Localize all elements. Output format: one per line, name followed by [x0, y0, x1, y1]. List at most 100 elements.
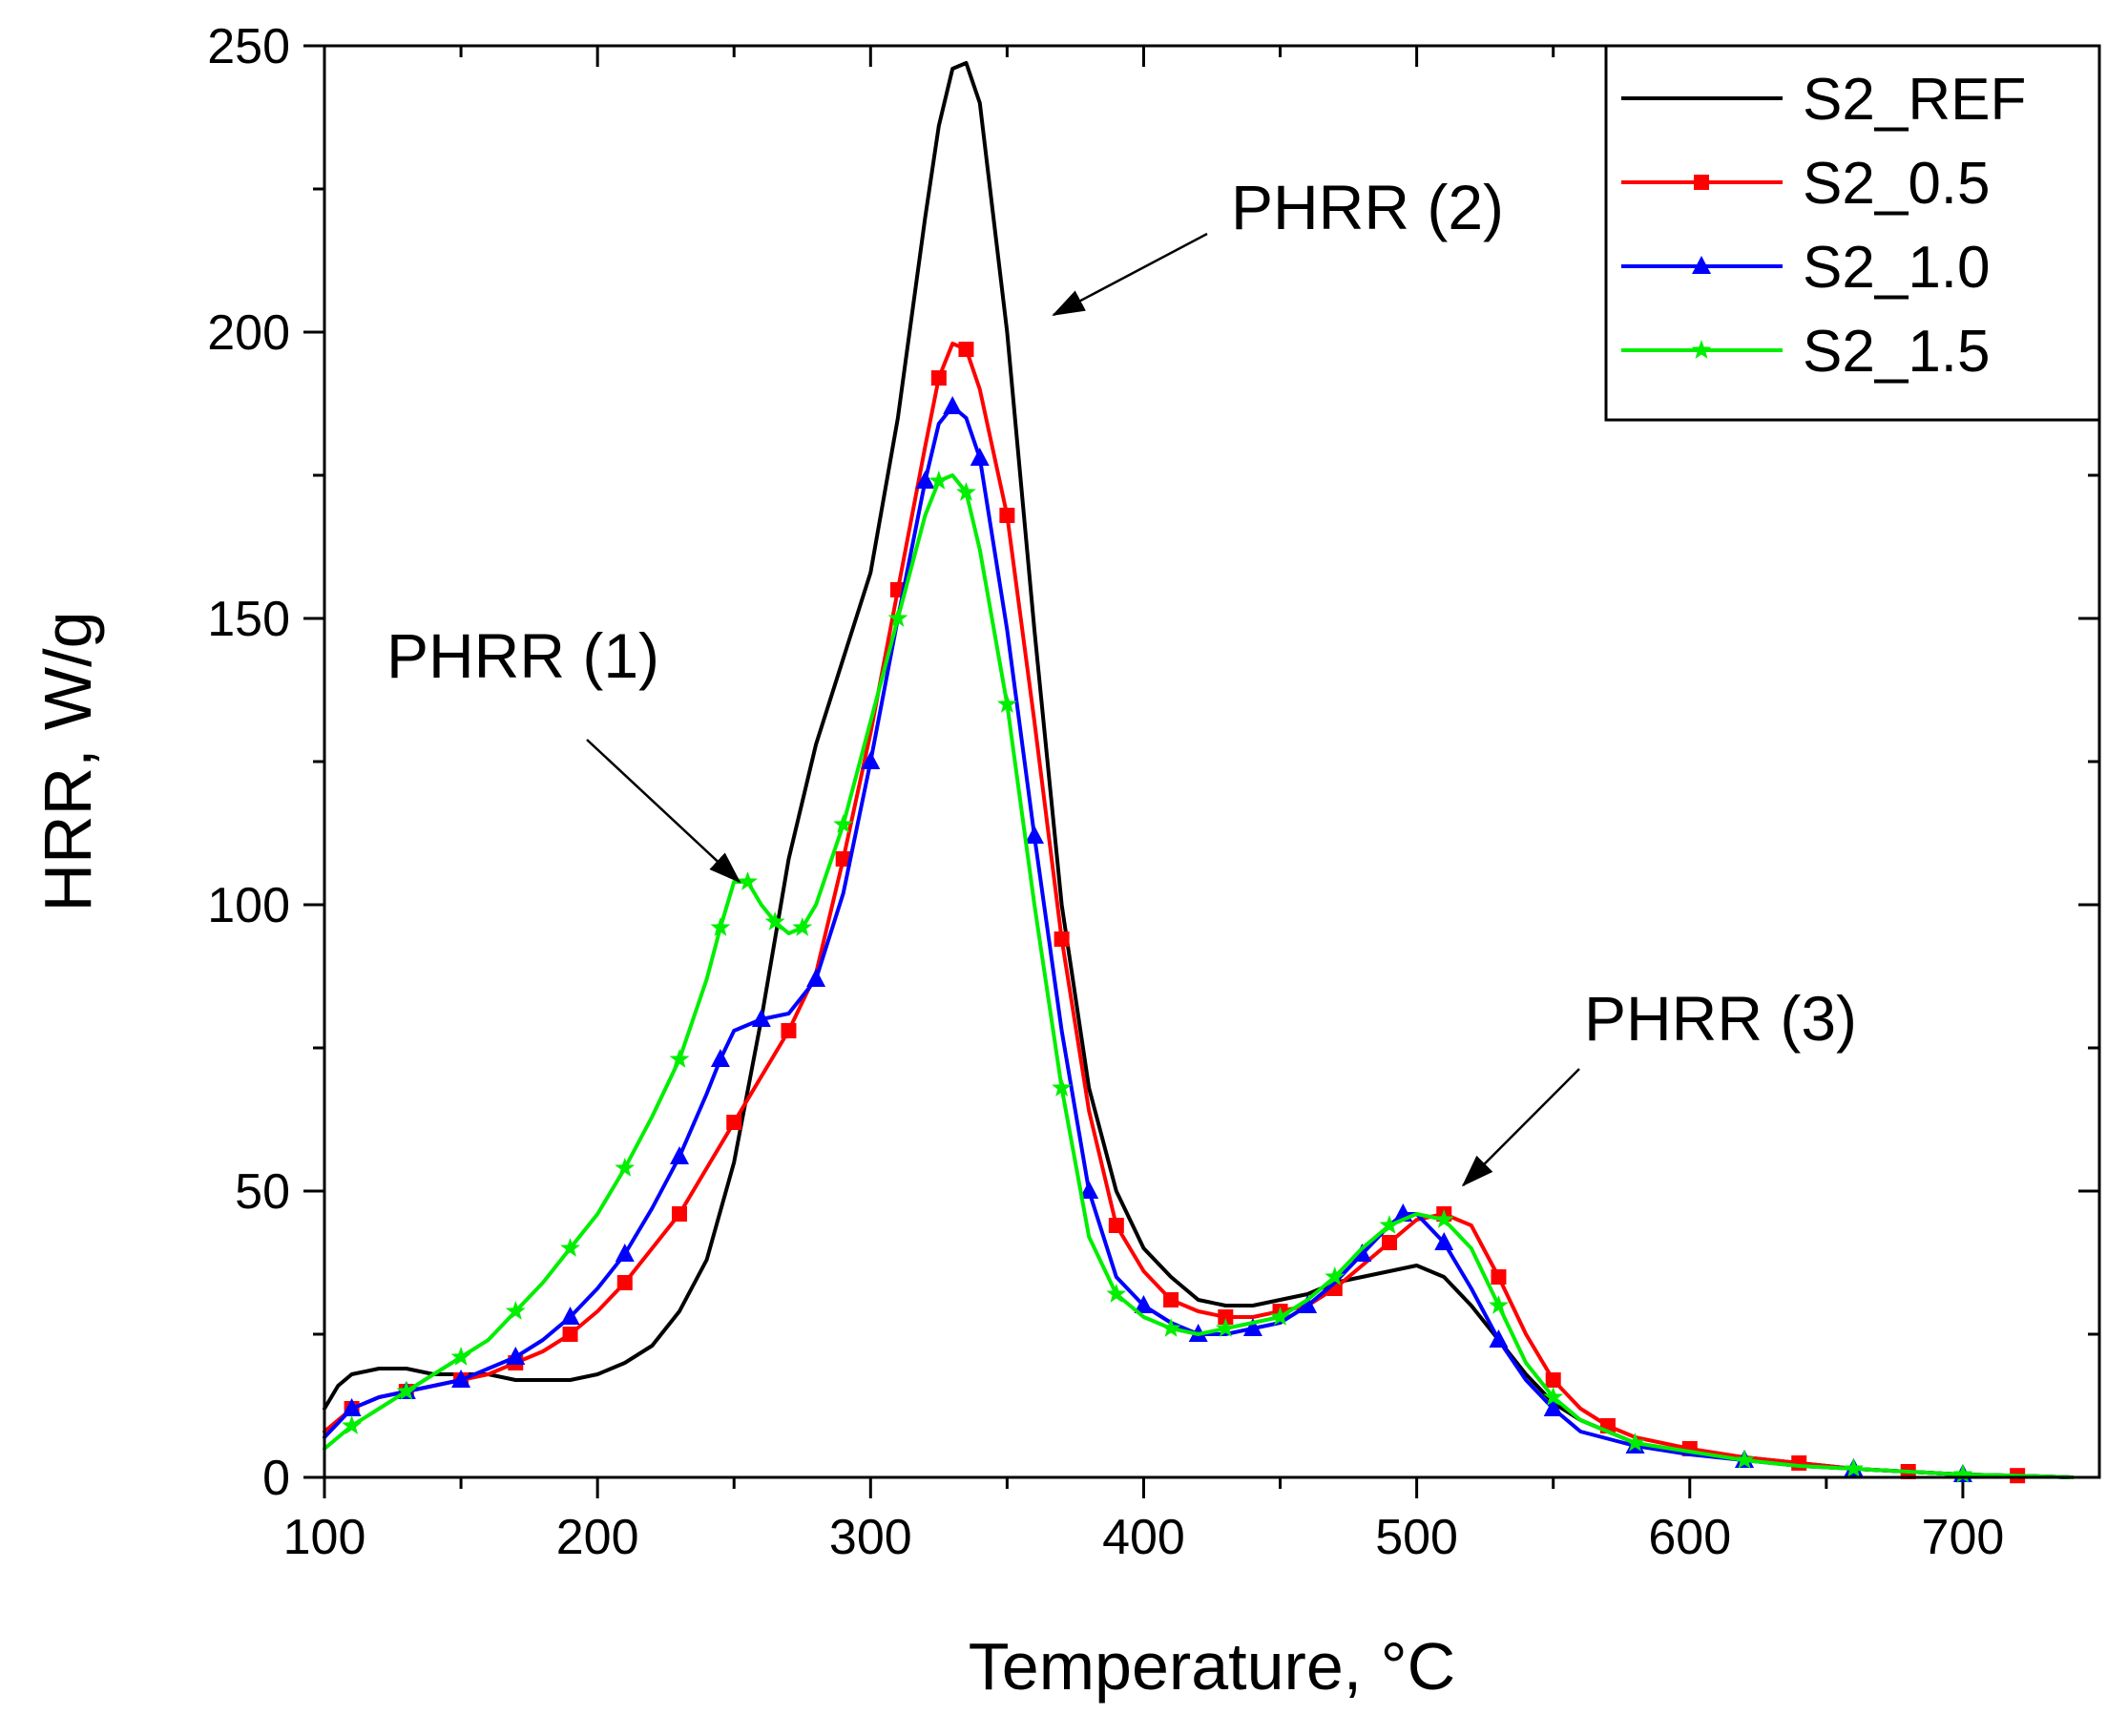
data-point [1270, 1307, 1290, 1326]
data-point [1106, 1284, 1127, 1303]
x-tick-label: 400 [1102, 1510, 1185, 1565]
data-point [615, 1244, 635, 1262]
data-point [1952, 1464, 1973, 1483]
data-point [669, 1049, 690, 1068]
data-point [562, 1327, 578, 1342]
data-point [1491, 1269, 1507, 1285]
data-point [1543, 1387, 1564, 1406]
data-point [833, 814, 854, 833]
data-point [738, 871, 758, 890]
x-tick-label: 100 [283, 1510, 366, 1565]
data-point [1844, 1458, 1864, 1477]
data-point [1734, 1450, 1755, 1469]
annotation-arrow [1052, 232, 1208, 317]
data-point [1218, 1309, 1234, 1325]
data-point [1379, 1215, 1400, 1234]
data-point [1025, 826, 1044, 844]
annotations: PHRR (1) PHRR (2) PHRR (3) [386, 172, 1857, 1187]
data-point [1298, 1295, 1318, 1313]
annotation-arrow [586, 739, 741, 884]
legend-label: S2_1.5 [1803, 319, 1991, 385]
data-point [999, 508, 1015, 523]
data-point [670, 1146, 689, 1164]
data-point [806, 969, 826, 987]
data-point [1545, 1372, 1561, 1388]
data-point [943, 396, 963, 414]
data-point [396, 1381, 417, 1400]
data-point [1215, 1318, 1236, 1337]
data-point [710, 1049, 730, 1067]
y-tick-label: 150 [207, 592, 290, 647]
tick-labels: 100 200 300 400 500 600 700 0 50 100 150 200 250 [207, 19, 2004, 1565]
plot-frame [323, 44, 2101, 1479]
data-point [751, 1009, 771, 1027]
y-axis-title: HRR, W/g [31, 612, 105, 912]
series-layer [323, 61, 2075, 1484]
data-point [616, 1275, 633, 1290]
data-point [506, 1347, 526, 1365]
data-point [835, 851, 851, 867]
data-point [450, 1347, 471, 1366]
data-point [861, 751, 881, 769]
data-point [1108, 1218, 1124, 1233]
annotation-label: PHRR (2) [1231, 172, 1504, 242]
legend-label: S2_REF [1803, 67, 2026, 133]
y-tick-label: 200 [207, 305, 290, 361]
data-point [956, 482, 976, 501]
annotation-label: PHRR (3) [1584, 983, 1857, 1054]
data-point [1434, 1232, 1454, 1250]
x-tick-label: 600 [1648, 1510, 1731, 1565]
legend-marker [1694, 175, 1709, 190]
data-point [710, 917, 731, 936]
data-point [342, 1398, 362, 1416]
data-point [996, 694, 1017, 713]
legend-label: S2_1.0 [1803, 235, 1991, 301]
data-point [451, 1370, 471, 1388]
data-point [1079, 1181, 1099, 1199]
legend-marker [1692, 256, 1711, 274]
y-tick-label: 0 [262, 1451, 290, 1506]
data-point [1791, 1455, 1807, 1471]
data-point [1382, 1235, 1397, 1250]
x-tick-label: 200 [556, 1510, 639, 1565]
data-point [1489, 1295, 1509, 1314]
data-point [1352, 1244, 1372, 1262]
data-point [1134, 1295, 1154, 1313]
data-point [792, 917, 813, 936]
legend-marker [1691, 340, 1712, 359]
y-tick-label: 100 [207, 878, 290, 933]
data-point [672, 1206, 687, 1222]
data-point [560, 1307, 580, 1325]
legend-box [1604, 44, 2101, 422]
data-point [1325, 1266, 1346, 1286]
legend-label: S2_0.5 [1803, 151, 1991, 217]
data-point [781, 1023, 797, 1038]
data-point [560, 1238, 580, 1257]
data-point [615, 1158, 636, 1177]
data-point [930, 370, 947, 386]
data-point [1489, 1329, 1509, 1348]
annotation-arrow [1461, 1068, 1580, 1187]
series-line-3 [323, 473, 2075, 1479]
y-tick-label: 50 [235, 1164, 290, 1220]
data-point [342, 1415, 363, 1434]
x-tick-label: 300 [829, 1510, 912, 1565]
data-point [1242, 1318, 1262, 1336]
data-point [1625, 1433, 1645, 1452]
data-point [505, 1301, 526, 1320]
annotation-label: PHRR (1) [386, 620, 659, 691]
data-point [1160, 1318, 1181, 1337]
data-point [928, 471, 949, 490]
data-point [1543, 1398, 1563, 1416]
data-point [1433, 1209, 1454, 1228]
x-tick-label: 500 [1375, 1510, 1458, 1565]
data-point [887, 608, 908, 627]
data-point [970, 448, 990, 466]
data-point [1052, 1077, 1073, 1097]
x-axis-title: Temperature, °C [969, 1629, 1455, 1704]
y-tick-label: 250 [207, 19, 290, 74]
legend: S2_REF S2_0.5 S2_1.0 S2_1.5 [1604, 44, 2101, 422]
data-point [1054, 931, 1070, 947]
